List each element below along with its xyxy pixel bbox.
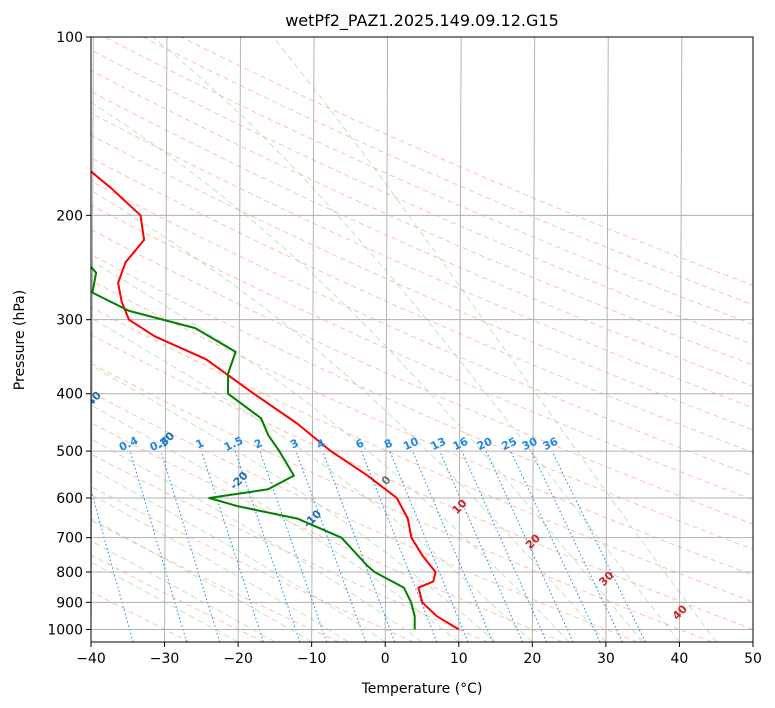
isotherm-line [531,37,536,642]
moist-adiabat [91,101,644,642]
mixing-ratio-line [295,450,367,642]
mixing-ratio-line [234,450,301,642]
isotherm-line [678,37,683,642]
x-tick-label: 0 [381,651,390,667]
isotherm-line [237,37,241,642]
mixing-ratio-label: 20 [475,435,495,453]
dry-adiabat [91,334,753,630]
y-tick-label: 400 [56,387,83,403]
dry-adiabat [180,37,753,287]
mixing-ratio-label: 13 [429,435,448,453]
isotherm-line [384,37,389,642]
y-tick-label: 200 [56,208,83,224]
mixing-ratio-label: 36 [541,435,561,453]
y-tick-label: 100 [56,30,83,46]
x-tick-label: 50 [744,651,762,667]
mixing-ratio-line [530,450,624,642]
x-tick-label: −40 [76,651,106,667]
y-axis-label: Pressure (hPa) [12,290,28,390]
chart-title: wetPf2_PAZ1.2025.149.09.12.G15 [285,11,559,31]
temperature-line [91,170,460,631]
mixing-ratio-line [91,488,134,642]
moist-adiabat [91,317,533,642]
moist-adiabat [152,37,680,642]
mixing-ratio-line [439,450,523,642]
moist-adiabat [91,467,386,642]
mixing-ratio-label: 30 [520,435,540,453]
dry-adiabat [91,134,753,431]
y-tick-label: 900 [56,595,83,611]
isotherm-line [605,37,609,642]
moist-adiabat [91,494,349,642]
dry-adiabat [91,306,753,603]
mixing-ratio-line [259,450,328,642]
profile-series [91,170,460,631]
y-tick-label: 500 [56,444,83,460]
background-lines [91,37,753,642]
moist-adiabat [91,364,496,642]
mixing-ratio-line [160,450,221,642]
x-tick-label: −20 [223,651,253,667]
mixing-ratio-line [461,450,548,642]
isotherm-line [458,37,462,642]
dry-adiabat [91,422,563,642]
dry-adiabat [104,37,753,326]
dry-adiabat [91,49,753,346]
y-tick-label: 800 [56,565,83,581]
y-tick-label: 600 [56,491,83,507]
mixing-ratio-line [551,450,646,642]
moist-adiabat [272,37,717,642]
isotherm-line [311,37,315,642]
mixing-ratio-line [485,450,574,642]
mixing-ratio-label: 10 [401,435,421,453]
y-tick-label: 300 [56,313,83,329]
mixing-ratio-line [129,450,188,642]
mixing-ratio-line [200,450,264,642]
x-tick-label: 30 [597,651,615,667]
plot-frame [90,36,754,643]
moist-adiabat [91,189,607,642]
x-axis-label: Temperature (°C) [361,681,483,697]
dry-adiabat [91,112,753,409]
moist-adiabat [91,438,423,642]
y-tick-label: 1000 [47,622,83,638]
x-tick-label: 20 [523,651,541,667]
x-tick-label: 40 [671,651,689,667]
y-tick-label: 700 [56,531,83,547]
dry-adiabat [91,280,753,576]
dry-adiabat [91,90,753,387]
dewpoint-line [91,265,416,630]
dry-adiabat [91,485,414,642]
plot-area: -100-90-80-70-60-50-40-30-20-10010203040… [91,37,753,642]
moist-adiabat [91,260,570,642]
mixing-ratio-line [412,450,494,642]
axis-ticks: −40 −30 −20 −10 0 10 20 30 40 50 100 200 300 400 500 60… [47,30,762,667]
x-tick-label: −10 [297,651,327,667]
x-tick-label: 10 [450,651,468,667]
moist-adiabat [91,404,460,642]
mixing-ratio-label: 25 [500,435,519,453]
isotherm-line [164,37,168,642]
dry-adiabat [91,453,489,642]
mixing-ratio-label: 16 [451,435,471,453]
dry-adiabat [91,204,753,501]
mixing-ratio-line [510,450,601,642]
x-tick-label: −30 [150,651,180,667]
